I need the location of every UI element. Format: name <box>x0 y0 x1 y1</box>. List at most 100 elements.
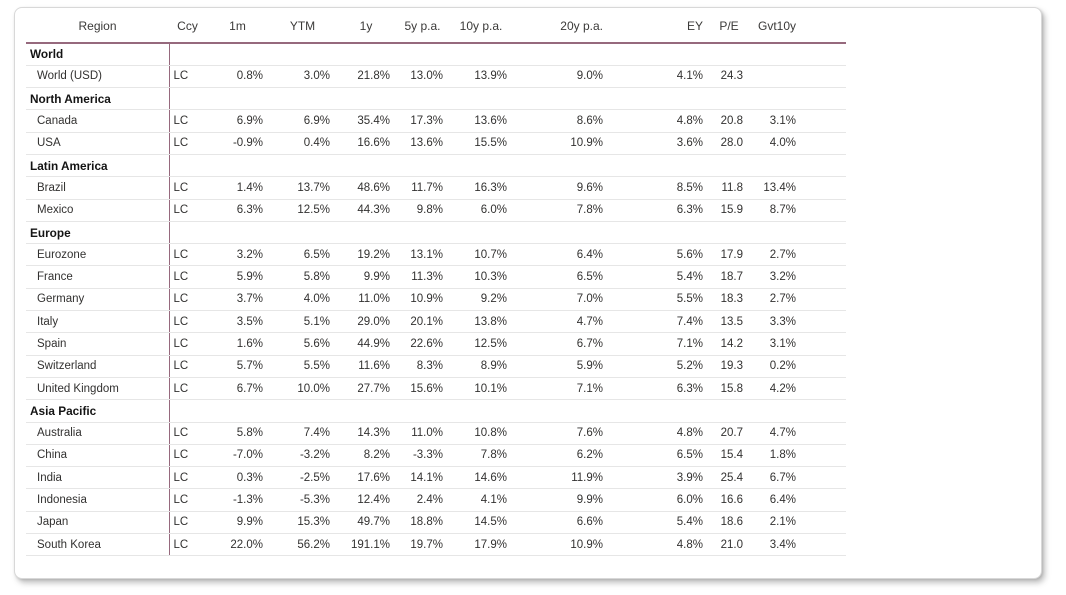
cell-1y: 11.0% <box>336 288 396 312</box>
table-card: Region Ccy 1m YTM 1y 5y p.a. 10y p.a. 20y p.a. E… <box>14 7 1042 579</box>
cell-ytm: 3.0% <box>269 65 336 89</box>
cell-10y-pa: 6.0% <box>449 199 513 222</box>
column-header-pe[interactable]: P/E <box>709 12 749 44</box>
cell-gvt10y: 4.0% <box>749 132 802 155</box>
cell-10y-pa: 10.1% <box>449 377 513 401</box>
group-empty-cell <box>802 221 846 245</box>
group-empty-cell <box>513 221 609 245</box>
cell-ytm: 13.7% <box>269 176 336 200</box>
cell-20y-pa: 4.7% <box>513 310 609 334</box>
group-empty-cell <box>206 87 269 111</box>
cell-pe: 14.2 <box>709 332 749 356</box>
group-empty-cell <box>206 399 269 423</box>
cell-pe: 28.0 <box>709 132 749 155</box>
cell-1y: 11.6% <box>336 355 396 378</box>
cell-filler <box>802 466 846 490</box>
group-empty-cell <box>168 43 206 66</box>
column-header-1m[interactable]: 1m <box>206 12 269 44</box>
group-empty-cell <box>609 221 709 245</box>
cell-ey: 5.6% <box>609 243 709 267</box>
cell-filler <box>802 355 846 378</box>
cell-filler <box>802 444 846 468</box>
cell-ytm: 15.3% <box>269 511 336 535</box>
cell-filler <box>802 533 846 557</box>
cell-pe: 18.6 <box>709 511 749 535</box>
cell-gvt10y: 6.7% <box>749 466 802 490</box>
cell-filler <box>802 176 846 200</box>
cell-pe: 17.9 <box>709 243 749 267</box>
cell-ey: 4.8% <box>609 533 709 557</box>
column-header-ytm[interactable]: YTM <box>269 12 336 44</box>
cell-gvt10y: 2.1% <box>749 511 802 535</box>
cell-ytm: 5.8% <box>269 265 336 289</box>
cell-5y-pa: 14.1% <box>396 466 449 490</box>
cell-ey: 4.8% <box>609 422 709 445</box>
cell-ccy: LC <box>168 65 206 89</box>
cell-1m: 3.5% <box>206 310 269 334</box>
cell-5y-pa: -3.3% <box>396 444 449 468</box>
group-empty-cell <box>449 87 513 111</box>
group-empty-cell <box>609 87 709 111</box>
group-empty-cell <box>269 43 336 66</box>
cell-ccy: LC <box>168 176 206 200</box>
cell-1y: 35.4% <box>336 109 396 133</box>
cell-1y: 16.6% <box>336 132 396 155</box>
cell-20y-pa: 7.0% <box>513 288 609 312</box>
cell-1m: 5.7% <box>206 355 269 378</box>
column-header-1y[interactable]: 1y <box>336 12 396 44</box>
group-empty-cell <box>269 399 336 423</box>
cell-1y: 44.9% <box>336 332 396 356</box>
group-empty-cell <box>609 154 709 178</box>
cell-pe: 25.4 <box>709 466 749 490</box>
column-header-5y-pa[interactable]: 5y p.a. <box>396 12 449 44</box>
cell-region: Australia <box>26 422 169 445</box>
cell-region: India <box>26 466 169 490</box>
cell-1m: 1.4% <box>206 176 269 200</box>
group-empty-cell <box>336 87 396 111</box>
group-empty-cell <box>396 43 449 66</box>
cell-5y-pa: 11.0% <box>396 422 449 445</box>
column-header-10y-pa[interactable]: 10y p.a. <box>449 12 513 44</box>
cell-ey: 5.5% <box>609 288 709 312</box>
cell-filler <box>802 511 846 535</box>
cell-gvt10y: 3.1% <box>749 109 802 133</box>
cell-ccy: LC <box>168 377 206 401</box>
cell-10y-pa: 15.5% <box>449 132 513 155</box>
column-header-gvt10y[interactable]: Gvt10y <box>749 12 802 44</box>
group-empty-cell <box>513 399 609 423</box>
cell-10y-pa: 10.3% <box>449 265 513 289</box>
cell-pe: 15.9 <box>709 199 749 222</box>
cell-1m: 22.0% <box>206 533 269 557</box>
group-empty-cell <box>396 399 449 423</box>
cell-5y-pa: 13.6% <box>396 132 449 155</box>
cell-10y-pa: 10.7% <box>449 243 513 267</box>
column-header-20y-pa[interactable]: 20y p.a. <box>513 12 609 44</box>
cell-20y-pa: 9.9% <box>513 488 609 512</box>
column-header-ccy[interactable]: Ccy <box>169 12 206 44</box>
group-header-row: World <box>26 43 846 66</box>
cell-5y-pa: 10.9% <box>396 288 449 312</box>
cell-filler <box>802 332 846 356</box>
cell-20y-pa: 7.6% <box>513 422 609 445</box>
cell-20y-pa: 9.6% <box>513 176 609 200</box>
cell-ccy: LC <box>168 466 206 490</box>
cell-ey: 8.5% <box>609 176 709 200</box>
cell-pe: 20.7 <box>709 422 749 445</box>
cell-ccy: LC <box>168 533 206 557</box>
cell-10y-pa: 17.9% <box>449 533 513 557</box>
cell-gvt10y: 3.3% <box>749 310 802 334</box>
group-empty-cell <box>206 154 269 178</box>
cell-gvt10y: 1.8% <box>749 444 802 468</box>
column-header-ey[interactable]: EY <box>609 12 709 44</box>
cell-10y-pa: 14.6% <box>449 466 513 490</box>
cell-5y-pa: 11.3% <box>396 265 449 289</box>
column-header-region[interactable]: Region <box>26 12 169 44</box>
group-empty-cell <box>269 221 336 245</box>
table-row: Switzerland LC 5.7% 5.5% 11.6% 8.3% 8.9% 5.9% 5.… <box>26 355 846 378</box>
cell-5y-pa: 9.8% <box>396 199 449 222</box>
cell-10y-pa: 8.9% <box>449 355 513 378</box>
group-label: North America <box>26 87 169 111</box>
group-label: Europe <box>26 221 169 245</box>
table-header: Region Ccy 1m YTM 1y 5y p.a. 10y p.a. 20y p.a. E… <box>26 12 846 44</box>
cell-ey: 6.3% <box>609 199 709 222</box>
